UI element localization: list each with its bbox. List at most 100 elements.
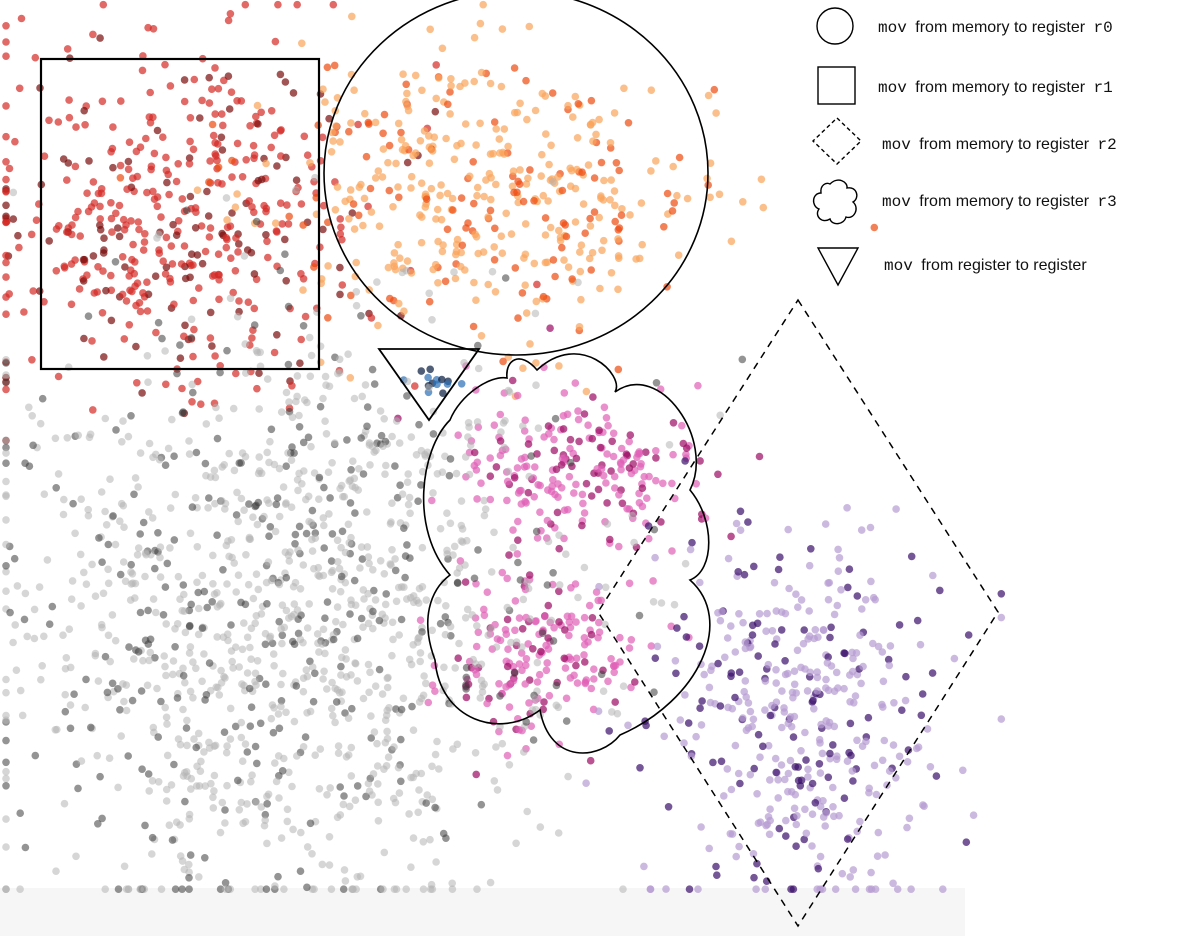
- scatter-point: [608, 437, 616, 446]
- scatter-point: [447, 75, 455, 83]
- scatter-point: [738, 355, 747, 364]
- scatter-point: [168, 415, 176, 424]
- scatter-point: [731, 693, 739, 702]
- scatter-point: [472, 642, 481, 651]
- scatter-point: [555, 226, 563, 235]
- scatter-point: [918, 690, 927, 698]
- scatter-point: [222, 194, 231, 202]
- scatter-point: [234, 776, 242, 785]
- scatter-point: [585, 254, 594, 263]
- scatter-point: [400, 524, 408, 532]
- scatter-point: [136, 307, 145, 316]
- scatter-point: [950, 654, 959, 663]
- scatter-point: [101, 885, 109, 893]
- scatter-point: [101, 507, 109, 516]
- scatter-point: [309, 697, 318, 706]
- scatter-point: [814, 864, 823, 873]
- scatter-point: [104, 540, 113, 549]
- scatter-point: [544, 422, 553, 430]
- scatter-point: [338, 527, 347, 536]
- scatter-point: [407, 184, 415, 192]
- scatter-point: [375, 616, 384, 625]
- scatter-point: [420, 672, 428, 680]
- scatter-point: [139, 656, 147, 665]
- scatter-point: [470, 199, 478, 208]
- scatter-point: [278, 601, 287, 609]
- scatter-point: [2, 516, 10, 524]
- scatter-point: [233, 488, 241, 497]
- scatter-point: [516, 166, 524, 174]
- scatter-point: [308, 506, 317, 515]
- scatter-point: [63, 176, 71, 184]
- scatter-point: [454, 654, 463, 662]
- scatter-point: [305, 600, 314, 608]
- scatter-point: [519, 422, 527, 430]
- scatter-point: [479, 248, 488, 256]
- scatter-point: [263, 237, 271, 246]
- scatter-point: [660, 732, 668, 741]
- scatter-point: [902, 672, 910, 681]
- scatter-point: [793, 646, 802, 655]
- scatter-point: [205, 178, 213, 186]
- scatter-point: [473, 885, 481, 893]
- scatter-point: [411, 149, 420, 157]
- scatter-point: [741, 638, 750, 646]
- scatter-point: [339, 800, 348, 809]
- scatter-point: [80, 334, 88, 343]
- scatter-point: [554, 829, 563, 837]
- scatter-point: [189, 296, 198, 305]
- scatter-point: [150, 195, 159, 203]
- scatter-point: [189, 352, 197, 361]
- scatter-point: [455, 639, 463, 648]
- scatter-point: [367, 314, 376, 322]
- scatter-point: [172, 818, 181, 826]
- scatter-point: [436, 524, 445, 533]
- scatter-point: [9, 188, 18, 197]
- scatter-point: [834, 567, 843, 575]
- scatter-point: [298, 480, 306, 488]
- scatter-point: [232, 511, 241, 519]
- scatter-point: [360, 595, 368, 603]
- scatter-point: [290, 717, 299, 726]
- scatter-point: [89, 30, 97, 39]
- scatter-point: [571, 218, 580, 226]
- scatter-point: [249, 513, 257, 521]
- scatter-point: [187, 250, 196, 258]
- scatter-point: [771, 640, 779, 648]
- scatter-point: [789, 733, 798, 741]
- scatter-point: [544, 601, 553, 610]
- scatter-point: [428, 626, 437, 635]
- scatter-point: [474, 546, 482, 554]
- scatter-point: [68, 221, 76, 229]
- scatter-point: [139, 289, 147, 297]
- scatter-point: [432, 858, 440, 866]
- scatter-point: [283, 201, 291, 209]
- scatter-point: [375, 222, 384, 230]
- scatter-point: [434, 596, 442, 605]
- scatter-point: [240, 252, 249, 260]
- scatter-point: [144, 23, 152, 32]
- scatter-point: [311, 751, 320, 759]
- scatter-point: [66, 701, 75, 709]
- scatter-point: [186, 192, 195, 201]
- scatter-point: [6, 608, 14, 617]
- scatter-point: [303, 151, 312, 159]
- scatter-point: [445, 471, 454, 480]
- scatter-point: [732, 852, 740, 861]
- scatter-point: [637, 199, 646, 207]
- scatter-point: [111, 540, 120, 549]
- scatter-point: [301, 733, 310, 741]
- scatter-point: [270, 131, 279, 140]
- scatter-point: [106, 475, 114, 484]
- scatter-point: [337, 671, 345, 679]
- scatter-point: [813, 687, 822, 695]
- scatter-point: [283, 817, 292, 826]
- scatter-point: [651, 553, 659, 562]
- scatter-point: [357, 543, 366, 551]
- scatter-point: [310, 469, 319, 477]
- scatter-point: [821, 520, 830, 528]
- scatter-point: [91, 592, 100, 600]
- scatter-point: [243, 633, 252, 642]
- svg-text:mov from memory to reg: mov from memory to register r2: [882, 136, 1117, 154]
- scatter-point: [205, 744, 214, 752]
